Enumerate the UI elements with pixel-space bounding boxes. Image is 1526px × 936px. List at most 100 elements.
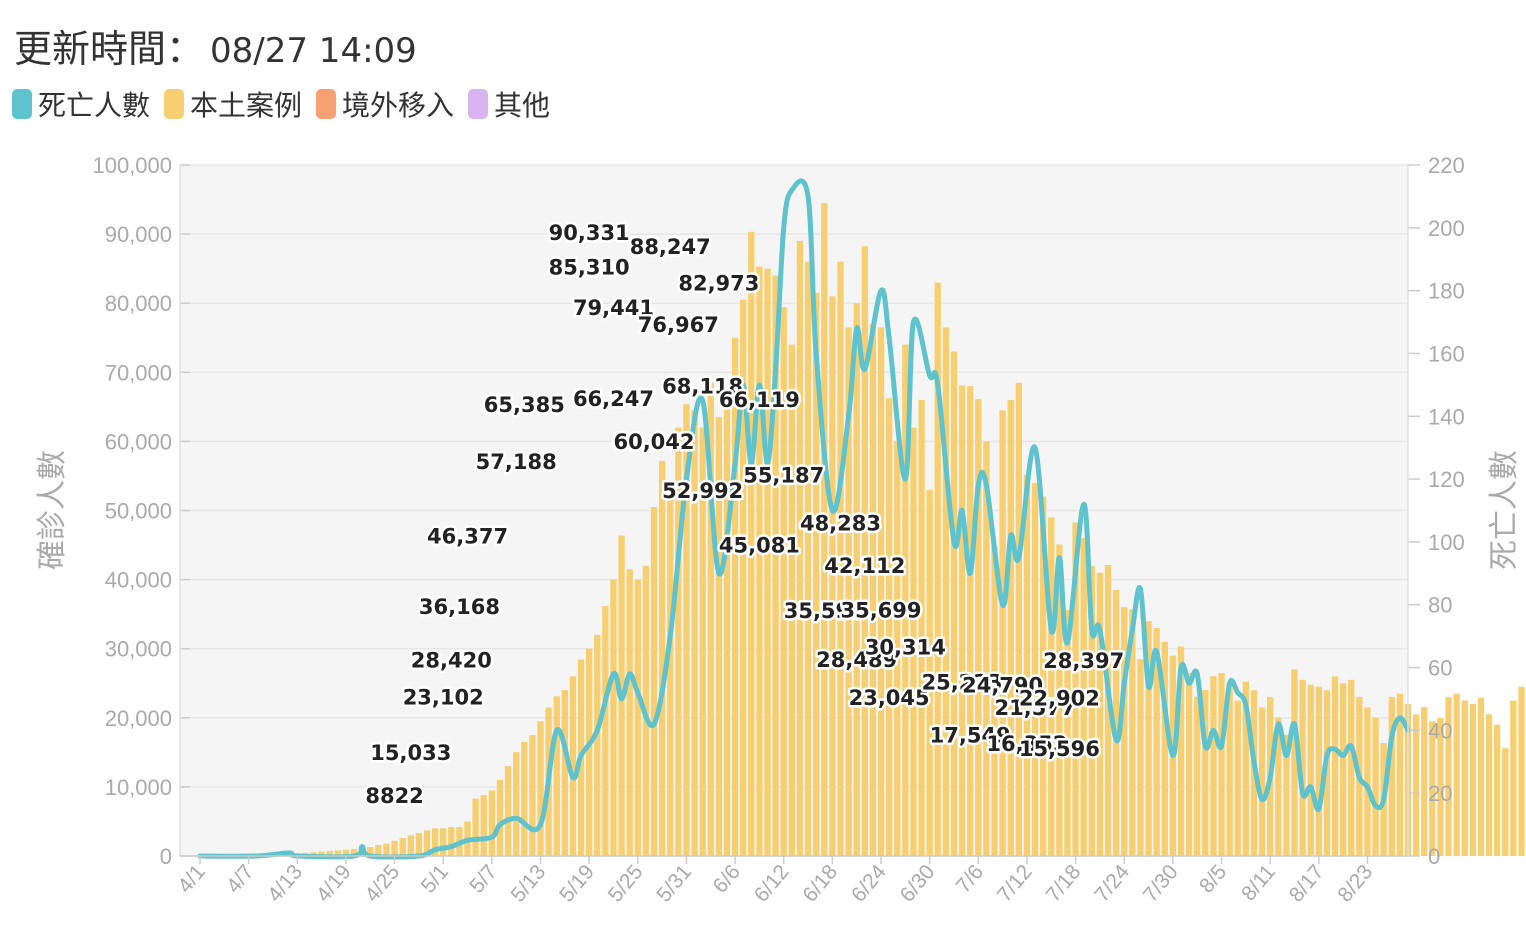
data-label: 25,223 [922,671,1003,695]
case-bar [1461,700,1468,856]
case-bar [1275,717,1282,856]
x-tick-label: 5/13 [506,860,550,906]
legend-swatch-deaths [12,89,32,119]
legend-item-deaths[interactable]: 死亡人數 [12,84,150,124]
case-bar [926,489,933,856]
y-right-tick-label: 120 [1428,467,1465,492]
data-label: 28,397 [1043,649,1124,673]
data-label: 52,992 [662,479,743,503]
case-bar [367,847,374,856]
case-bar [780,307,787,856]
case-bar [1088,565,1095,856]
y-axis-left-title: 確診人數 [35,450,70,570]
case-bar [594,634,601,856]
y-axis-right: 0 20 40 60 80 100 120 140 160 180 200 220 [1407,153,1465,869]
data-label: 24,790 [962,674,1043,698]
x-tick-label: 7/18 [1042,860,1086,906]
case-bar [1299,679,1306,856]
y-right-tick-label: 180 [1428,279,1465,304]
legend-item-other[interactable]: 其他 [468,84,550,124]
data-label: 15,596 [1019,737,1100,761]
case-bar [1485,714,1493,856]
data-label: 68,118 [662,374,743,398]
case-bar [1348,679,1355,856]
case-bar [391,840,398,856]
case-bar [1315,686,1322,856]
case-bar [1291,669,1298,856]
case-bar [1445,697,1452,856]
legend-label-local-cases: 本土案例 [190,89,303,122]
case-bar [334,850,341,856]
case-bar [1064,610,1071,856]
case-bar [748,231,755,856]
case-bar [723,403,731,856]
case-bar [658,460,666,856]
case-bar [1283,734,1290,856]
chart-legend: 死亡人數 本土案例 境外移入 其他 [12,84,550,124]
case-bar [1031,482,1039,856]
case-bar [829,296,836,856]
case-bar [1502,748,1509,856]
case-bar [950,351,958,856]
x-tick-label: 4/25 [361,860,405,906]
data-label: 55,187 [743,464,824,488]
x-tick-label: 6/30 [896,860,940,906]
case-bar [1477,697,1485,856]
case-bar [1137,659,1144,856]
case-bar [1218,672,1225,856]
y-left-tick-label: 40,000 [105,568,172,593]
case-bar [975,399,982,856]
case-bar [342,849,350,856]
case-bar [1177,646,1185,856]
x-tick-label: 7/24 [1090,860,1134,906]
data-label: 90,331 [549,221,630,245]
case-bar [537,721,544,856]
case-bar [1210,676,1217,856]
case-bar [504,766,512,856]
legend-swatch-local-cases [164,89,185,119]
legend-item-imported-cases[interactable]: 境外移入 [316,84,454,124]
case-bar [1388,697,1395,856]
case-bar [740,299,747,856]
case-bar [991,546,998,856]
x-tick-label: 5/1 [417,860,453,897]
case-bar [1202,690,1209,856]
data-label: 45,081 [719,533,800,557]
case-bar [869,324,877,856]
case-bar [885,398,893,856]
case-bar [691,410,698,856]
update-time-label: 更新時間： [14,27,205,71]
y-left-tick-label: 20,000 [105,706,172,731]
x-tick-label: 5/7 [465,860,501,897]
case-bar [1437,717,1444,856]
case-bar [326,850,333,856]
data-label: 36,168 [419,595,500,619]
case-bar [877,327,885,856]
x-tick-label: 5/19 [555,860,599,906]
case-bar [626,569,633,856]
case-bar [999,410,1006,856]
y-right-tick-label: 0 [1428,844,1440,869]
case-bar [983,441,990,856]
x-tick-label: 5/25 [604,860,648,906]
y-right-tick-label: 200 [1428,216,1465,241]
case-bar [650,507,658,856]
case-bar [399,838,406,856]
death-line [197,178,1411,860]
y-left-tick-label: 90,000 [105,222,172,247]
case-bar [1510,700,1517,856]
x-tick-label: 8/5 [1195,860,1231,897]
case-bar [602,606,609,856]
y-right-tick-label: 140 [1428,404,1465,429]
y-left-tick-label: 70,000 [105,360,172,385]
case-bar [1226,683,1233,856]
case-bar [480,795,487,856]
line-series-deaths [197,178,1411,860]
y-right-tick-label: 40 [1428,718,1452,743]
x-tick-label: 7/30 [1139,860,1183,906]
data-label: 17,549 [930,724,1011,748]
legend-item-local-cases[interactable]: 本土案例 [164,84,302,124]
data-label: 79,441 [573,296,654,320]
case-bar [853,303,860,856]
case-bar [1040,496,1047,856]
